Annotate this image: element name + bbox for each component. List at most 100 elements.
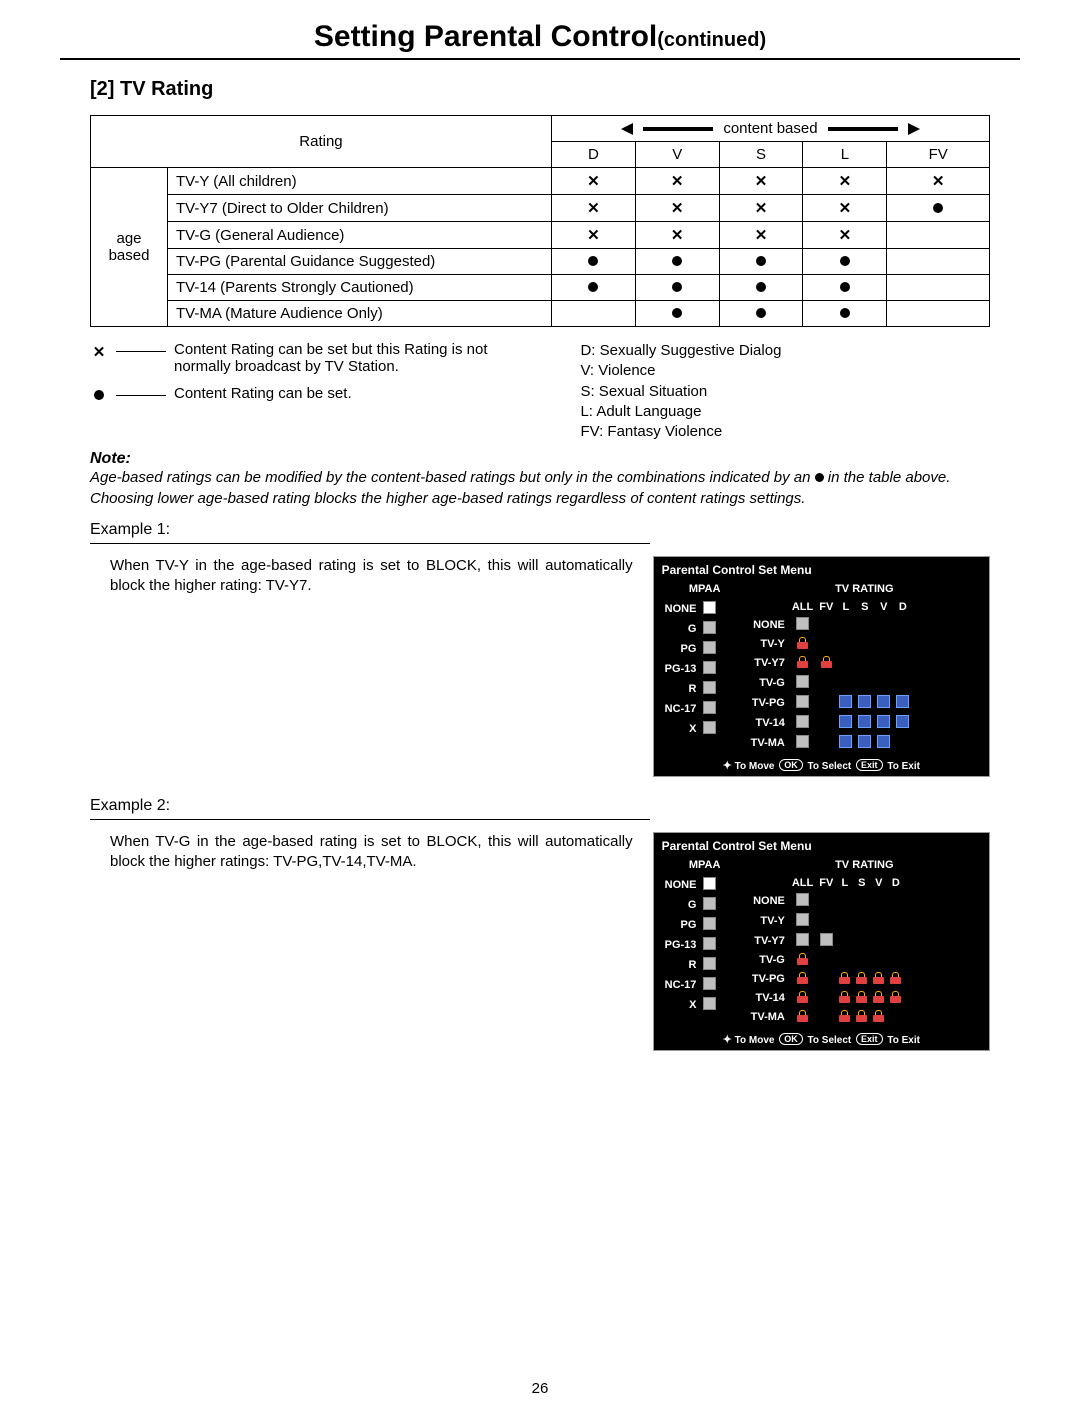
tv-cell[interactable]: [874, 635, 893, 654]
tv-cell[interactable]: [816, 713, 836, 733]
tv-cell[interactable]: [887, 1008, 904, 1027]
tv-cell[interactable]: [816, 1008, 836, 1027]
tv-cell[interactable]: [853, 911, 870, 931]
mpaa-checkbox[interactable]: [700, 995, 719, 1015]
tv-cell[interactable]: [893, 673, 912, 693]
tv-cell[interactable]: [887, 970, 904, 989]
mpaa-checkbox[interactable]: [700, 915, 719, 935]
tv-cell[interactable]: [853, 989, 870, 1008]
tv-cell[interactable]: [836, 931, 853, 951]
tv-cell[interactable]: [870, 1008, 887, 1027]
tv-cell[interactable]: [893, 654, 912, 673]
tv-cell[interactable]: [870, 951, 887, 970]
tv-cell[interactable]: [893, 615, 912, 635]
tv-cell[interactable]: [816, 693, 836, 713]
tv-cell[interactable]: [836, 673, 855, 693]
tv-cell[interactable]: [816, 951, 836, 970]
tv-cell[interactable]: [870, 970, 887, 989]
mpaa-checkbox[interactable]: [700, 659, 719, 679]
tv-cell[interactable]: [836, 635, 855, 654]
tv-cell[interactable]: [836, 911, 853, 931]
tv-cell[interactable]: [887, 931, 904, 951]
mpaa-checkbox[interactable]: [700, 699, 719, 719]
mpaa-checkbox[interactable]: [700, 599, 719, 619]
rating-cell: [635, 301, 719, 327]
tv-cell[interactable]: [816, 654, 836, 673]
tv-cell[interactable]: [836, 1008, 853, 1027]
tv-cell[interactable]: [874, 615, 893, 635]
tv-cell[interactable]: [789, 911, 816, 931]
tv-cell[interactable]: [855, 713, 874, 733]
tv-cell[interactable]: [789, 931, 816, 951]
tv-cell[interactable]: [816, 989, 836, 1008]
tv-cell[interactable]: [816, 970, 836, 989]
mpaa-checkbox[interactable]: [700, 955, 719, 975]
tv-cell[interactable]: [874, 693, 893, 713]
mpaa-checkbox[interactable]: [700, 679, 719, 699]
tv-cell[interactable]: [836, 951, 853, 970]
tv-cell[interactable]: [874, 673, 893, 693]
tv-cell[interactable]: [789, 635, 816, 654]
tv-cell[interactable]: [853, 1008, 870, 1027]
tv-cell[interactable]: [789, 615, 816, 635]
tv-cell[interactable]: [874, 654, 893, 673]
tv-cell[interactable]: [853, 951, 870, 970]
tv-cell[interactable]: [887, 951, 904, 970]
tv-cell[interactable]: [855, 693, 874, 713]
tv-cell[interactable]: [816, 931, 836, 951]
tv-cell[interactable]: [893, 713, 912, 733]
tv-cell[interactable]: [874, 713, 893, 733]
tv-cell[interactable]: [893, 733, 912, 753]
tv-cell[interactable]: [789, 673, 816, 693]
tv-cell[interactable]: [789, 654, 816, 673]
tv-cell[interactable]: [789, 693, 816, 713]
tv-cell[interactable]: [836, 970, 853, 989]
tv-cell[interactable]: [816, 891, 836, 911]
tv-cell[interactable]: [887, 891, 904, 911]
tv-cell[interactable]: [816, 615, 836, 635]
tv-cell[interactable]: [836, 713, 855, 733]
tv-cell[interactable]: [816, 733, 836, 753]
tv-cell[interactable]: [855, 654, 874, 673]
tv-cell[interactable]: [816, 911, 836, 931]
mpaa-checkbox[interactable]: [700, 639, 719, 659]
tv-cell[interactable]: [789, 713, 816, 733]
tv-cell[interactable]: [836, 891, 853, 911]
tv-cell[interactable]: [870, 911, 887, 931]
mpaa-checkbox[interactable]: [700, 719, 719, 739]
mpaa-checkbox[interactable]: [700, 975, 719, 995]
mpaa-checkbox[interactable]: [700, 875, 719, 895]
tv-cell[interactable]: [893, 693, 912, 713]
tv-cell[interactable]: [816, 673, 836, 693]
tv-cell[interactable]: [870, 931, 887, 951]
tv-cell[interactable]: [836, 989, 853, 1008]
tv-cell[interactable]: [789, 989, 816, 1008]
rating-table: Rating content based DVSLFV agebasedTV-Y…: [90, 115, 990, 327]
tv-cell[interactable]: [853, 931, 870, 951]
tv-cell[interactable]: [853, 970, 870, 989]
tv-cell[interactable]: [789, 891, 816, 911]
tv-cell[interactable]: [816, 635, 836, 654]
tv-cell[interactable]: [855, 615, 874, 635]
tv-cell[interactable]: [836, 615, 855, 635]
tv-cell[interactable]: [789, 951, 816, 970]
tv-cell[interactable]: [836, 654, 855, 673]
mpaa-checkbox[interactable]: [700, 619, 719, 639]
tv-cell[interactable]: [855, 673, 874, 693]
tv-cell[interactable]: [789, 970, 816, 989]
tv-cell[interactable]: [870, 891, 887, 911]
tv-cell[interactable]: [893, 635, 912, 654]
tv-cell[interactable]: [887, 911, 904, 931]
tv-cell[interactable]: [836, 733, 855, 753]
tv-cell[interactable]: [874, 733, 893, 753]
tv-cell[interactable]: [855, 733, 874, 753]
mpaa-checkbox[interactable]: [700, 895, 719, 915]
tv-cell[interactable]: [887, 989, 904, 1008]
tv-cell[interactable]: [855, 635, 874, 654]
tv-cell[interactable]: [836, 693, 855, 713]
tv-cell[interactable]: [789, 733, 816, 753]
tv-cell[interactable]: [789, 1008, 816, 1027]
tv-cell[interactable]: [853, 891, 870, 911]
tv-cell[interactable]: [870, 989, 887, 1008]
mpaa-checkbox[interactable]: [700, 935, 719, 955]
